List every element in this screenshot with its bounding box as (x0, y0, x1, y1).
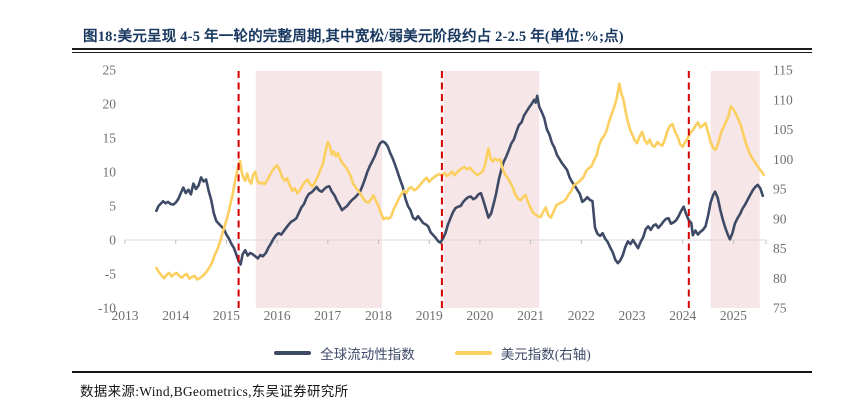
x-axis-label: 2019 (416, 308, 443, 323)
footer-divider-rule (72, 371, 812, 373)
liquidity-line-swatch (274, 351, 312, 355)
x-axis-label: 2016 (264, 308, 291, 323)
x-axis-label: 2014 (162, 308, 189, 323)
x-axis-label: 2017 (314, 308, 341, 323)
left-axis-label: 25 (103, 63, 117, 78)
left-axis-label: -5 (105, 267, 116, 282)
x-axis-label: 2015 (213, 308, 240, 323)
legend-item-dollar-index: 美元指数(右轴) (454, 343, 591, 363)
easing-period-band (443, 71, 540, 308)
x-axis-label: 2021 (517, 308, 544, 323)
left-axis-label: 15 (103, 131, 117, 146)
x-axis-label: 2024 (669, 308, 696, 323)
x-axis-label: 2020 (466, 308, 493, 323)
right-axis-label: 90 (773, 211, 787, 226)
dollar-index-line (155, 82, 766, 281)
dollar-line-swatch (454, 351, 492, 355)
liquidity-index-line (155, 94, 765, 266)
right-axis-label: 100 (773, 152, 794, 167)
title-divider-double-rule (72, 48, 812, 53)
right-axis-label: 105 (773, 122, 794, 137)
legend-label-liquidity: 全球流动性指数 (320, 347, 415, 362)
figure-title: 图18:美元呈现 4-5 年一轮的完整周期,其中宽松/弱美元阶段约占 2-2.5… (83, 29, 624, 45)
right-axis-label: 115 (773, 63, 793, 78)
left-axis-label: 10 (103, 165, 117, 180)
right-axis-label: 95 (773, 182, 787, 197)
x-axis-label: 2013 (112, 308, 139, 323)
left-axis-label: 5 (109, 199, 116, 214)
data-source-text: 数据来源:Wind,BGeometrics,东吴证券研究所 (80, 384, 349, 399)
right-axis-label: 85 (773, 241, 787, 256)
chart-canvas: 2013 2014 2015 2016 2017 2018 2019 2020 2021 2022… (98, 63, 794, 324)
legend-item-liquidity-index: 全球流动性指数 (274, 343, 415, 363)
legend-label-dollar: 美元指数(右轴) (500, 347, 591, 362)
chart-area: 2013 2014 2015 2016 2017 2018 2019 2020 2021 2022… (98, 63, 794, 324)
right-axis-label: 80 (773, 271, 787, 286)
x-axis-label: 2022 (568, 308, 595, 323)
chart-legend: 全球流动性指数 美元指数(右轴) (0, 343, 865, 363)
left-axis-label: 0 (109, 233, 116, 248)
x-axis-label: 2018 (365, 308, 392, 323)
x-axis-label: 2025 (720, 308, 747, 323)
right-axis-label: 110 (773, 92, 793, 107)
right-axis-label: 75 (773, 301, 787, 316)
x-axis-label: 2023 (619, 308, 646, 323)
left-axis-label: -10 (98, 301, 116, 316)
left-axis-label: 20 (103, 97, 117, 112)
